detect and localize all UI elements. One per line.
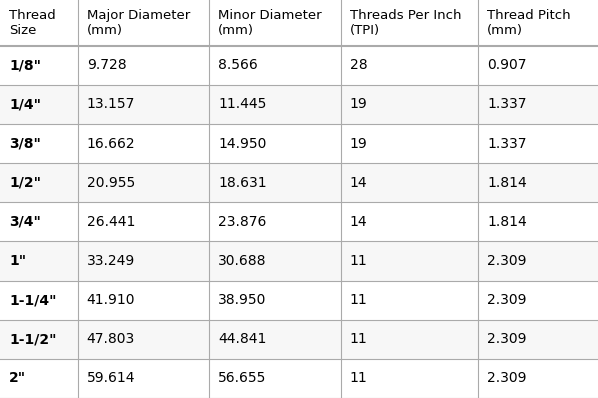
Bar [0,85,598,124]
Text: 14: 14 [350,176,367,190]
Text: 19: 19 [350,137,368,150]
Text: 19: 19 [350,98,368,111]
Text: Thread
Size: Thread Size [9,9,56,37]
Text: 2.309: 2.309 [487,371,527,385]
Text: 11: 11 [350,293,368,307]
Text: 9.728: 9.728 [87,59,126,72]
Bar [0,242,598,281]
Text: 1-1/4": 1-1/4" [9,293,56,307]
Text: 38.950: 38.950 [218,293,267,307]
Text: 13.157: 13.157 [87,98,135,111]
Text: 11.445: 11.445 [218,98,267,111]
Text: 1/4": 1/4" [9,98,41,111]
Bar [0,124,598,163]
Text: 2": 2" [9,371,26,385]
Text: 16.662: 16.662 [87,137,135,150]
Bar [0,202,598,242]
Text: Thread Pitch
(mm): Thread Pitch (mm) [487,9,571,37]
Text: 14.950: 14.950 [218,137,267,150]
Bar [0,46,598,85]
Text: 44.841: 44.841 [218,332,267,346]
Text: 1-1/2": 1-1/2" [9,332,56,346]
Text: 1/2": 1/2" [9,176,41,190]
Bar [0,0,598,46]
Bar [0,281,598,320]
Text: 20.955: 20.955 [87,176,135,190]
Text: 3/8": 3/8" [9,137,41,150]
Text: 23.876: 23.876 [218,215,267,229]
Text: 1": 1" [9,254,26,268]
Text: 11: 11 [350,332,368,346]
Text: 1.814: 1.814 [487,176,527,190]
Text: 0.907: 0.907 [487,59,527,72]
Bar [0,359,598,398]
Text: 8.566: 8.566 [218,59,258,72]
Text: 56.655: 56.655 [218,371,267,385]
Text: Threads Per Inch
(TPI): Threads Per Inch (TPI) [350,9,461,37]
Text: 47.803: 47.803 [87,332,135,346]
Text: 41.910: 41.910 [87,293,135,307]
Text: 1.337: 1.337 [487,137,527,150]
Bar [0,163,598,202]
Text: 2.309: 2.309 [487,332,527,346]
Text: Minor Diameter
(mm): Minor Diameter (mm) [218,9,322,37]
Text: 59.614: 59.614 [87,371,135,385]
Text: 18.631: 18.631 [218,176,267,190]
Text: 2.309: 2.309 [487,293,527,307]
Text: 2.309: 2.309 [487,254,527,268]
Text: 1.814: 1.814 [487,215,527,229]
Text: 28: 28 [350,59,367,72]
Text: 30.688: 30.688 [218,254,267,268]
Text: Major Diameter
(mm): Major Diameter (mm) [87,9,190,37]
Text: 1/8": 1/8" [9,59,41,72]
Text: 11: 11 [350,254,368,268]
Text: 3/4": 3/4" [9,215,41,229]
Text: 11: 11 [350,371,368,385]
Bar [0,320,598,359]
Text: 26.441: 26.441 [87,215,135,229]
Text: 1.337: 1.337 [487,98,527,111]
Text: 14: 14 [350,215,367,229]
Text: 33.249: 33.249 [87,254,135,268]
